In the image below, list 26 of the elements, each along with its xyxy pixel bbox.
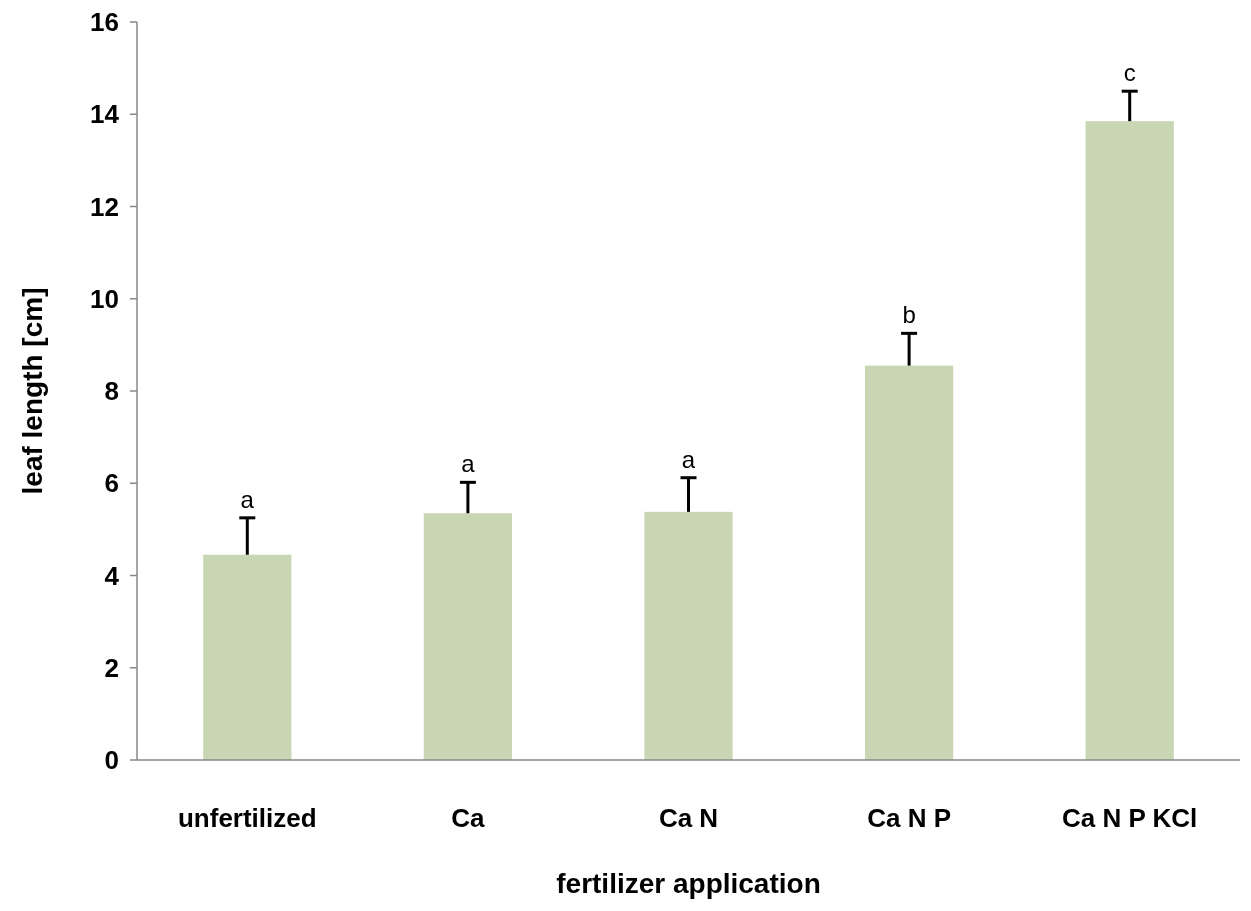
annotation: a	[681, 445, 696, 473]
y-tick-label: 14	[90, 99, 120, 130]
x-tick-label: Ca N P	[867, 803, 952, 833]
bar	[423, 513, 513, 760]
y-tick-label: 10	[90, 283, 119, 314]
bar	[203, 554, 292, 760]
annotation: c	[1123, 59, 1136, 87]
x-tick-label: unfertilized	[177, 803, 317, 833]
bar	[1085, 121, 1174, 760]
bar	[864, 365, 954, 760]
x-axis-title: fertilizer application	[556, 868, 821, 899]
annotation: a	[461, 450, 476, 478]
bar	[644, 511, 733, 760]
x-tick-label: Ca N	[658, 803, 719, 833]
y-tick-label: 6	[104, 468, 119, 499]
y-tick-label: 0	[104, 745, 119, 776]
x-tick-label: Ca	[451, 803, 486, 833]
x-tick-label: Ca N P KCl	[1062, 803, 1198, 833]
y-axis-title: leaf length [cm]	[17, 287, 48, 495]
annotation: b	[902, 301, 916, 329]
y-tick-label: 2	[104, 652, 119, 683]
y-tick-label: 12	[90, 191, 119, 222]
y-tick-label: 8	[104, 376, 119, 407]
annotation: a	[240, 485, 255, 513]
y-tick-label: 4	[104, 560, 120, 591]
y-tick-label: 16	[90, 7, 119, 38]
